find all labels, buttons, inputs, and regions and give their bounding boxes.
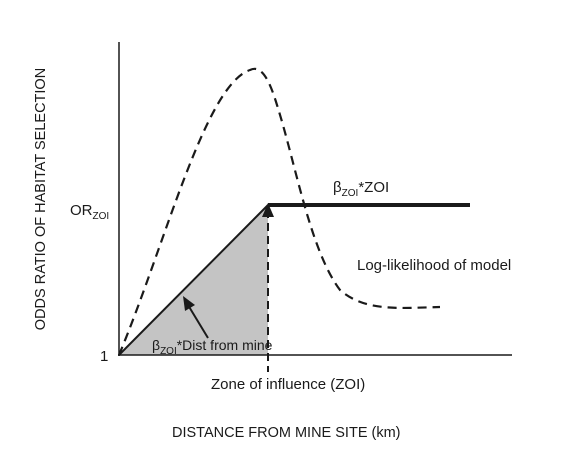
log-likelihood-label: Log-likelihood of model [357,257,511,274]
zoi-label: Zone of influence (ZOI) [211,376,365,393]
y-axis-label: ODDS RATIO OF HABITAT SELECTION [33,68,49,330]
beta-zoi-label: βZOI*ZOI [333,179,389,199]
y-tick-or-zoi: ORZOI [70,202,109,222]
beta-dist-label: βZOI*Dist from mine [152,337,273,357]
pointer-arrow-line [187,304,209,339]
beta-dist-line [118,204,269,356]
zoi-arrowhead [262,203,274,217]
log-likelihood-curve [117,67,441,356]
pointer-arrowhead [183,296,195,311]
y-tick-one: 1 [100,348,108,365]
x-axis-label: DISTANCE FROM MINE SITE (km) [172,425,401,441]
